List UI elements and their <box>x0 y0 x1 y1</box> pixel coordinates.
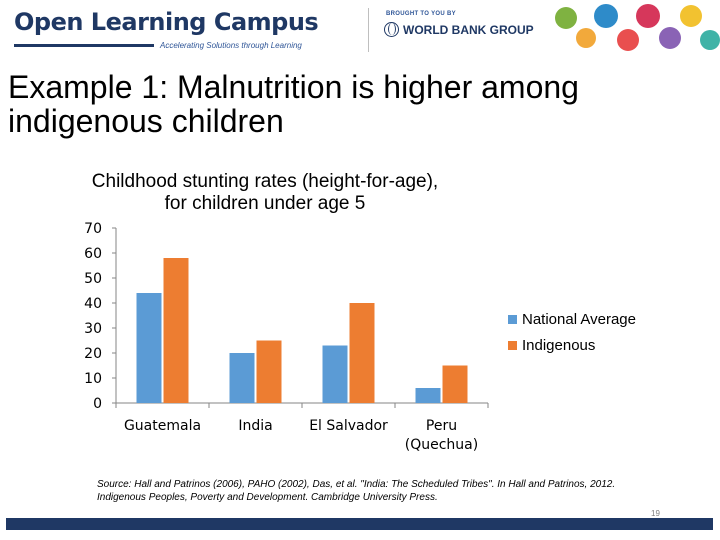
y-tick-label: 30 <box>84 321 102 337</box>
partner-name: WORLD BANK GROUP <box>403 23 534 37</box>
atom-icon <box>594 4 618 28</box>
y-tick-label: 10 <box>84 371 102 387</box>
x-tick-label: Peru (Quechua) <box>405 418 478 453</box>
x-tick-label: El Salvador <box>309 418 388 434</box>
stunting-bar-chart: 0 10 20 30 40 50 60 70 Guatemala India El Salvador… <box>84 221 636 453</box>
globe-small-icon <box>659 27 681 49</box>
lightbulb-icon <box>680 5 702 27</box>
y-tick-label: 70 <box>84 221 102 237</box>
chart-title: Childhood stunting rates (height-for-age… <box>91 171 439 214</box>
flask-icon <box>555 7 577 29</box>
footer-bar <box>6 518 713 530</box>
brand-tagline: Accelerating Solutions through Learning <box>160 41 302 50</box>
bar-national-average <box>136 293 162 403</box>
y-tick-label: 60 <box>84 246 102 262</box>
header: Open Learning Campus Accelerating Soluti… <box>0 0 720 58</box>
header-divider <box>368 8 369 52</box>
education-icons-cluster <box>555 4 720 51</box>
book-icon <box>617 29 639 51</box>
globe-icon <box>384 22 399 37</box>
gear-icon <box>576 28 596 48</box>
bar-indigenous <box>256 340 282 403</box>
bar-indigenous <box>163 258 189 403</box>
x-tick-label: Guatemala <box>124 418 201 434</box>
brought-to-you-label: BROUGHT TO YOU BY <box>386 11 456 17</box>
bar-indigenous <box>442 365 468 403</box>
slide-title: Example 1: Malnutrition is higher among … <box>8 69 579 139</box>
legend-label: Indigenous <box>522 337 595 354</box>
x-tick-label: India <box>238 418 272 434</box>
y-tick-label: 0 <box>93 396 102 412</box>
pencil-icon <box>636 4 660 28</box>
y-tick-label: 50 <box>84 271 102 287</box>
bar-indigenous <box>349 303 375 403</box>
bar-national-average <box>229 353 255 403</box>
bar-national-average <box>415 388 441 403</box>
brand-title: Open Learning Campus <box>14 8 319 36</box>
legend-swatch <box>508 315 517 324</box>
legend-swatch <box>508 341 517 350</box>
source-citation: Source: Hall and Patrinos (2006), PAHO (… <box>97 479 616 503</box>
page-number: 19 <box>651 509 660 518</box>
legend-label: National Average <box>522 311 636 328</box>
bar-national-average <box>322 345 348 403</box>
beaker-icon <box>700 30 720 50</box>
y-tick-label: 20 <box>84 346 102 362</box>
y-tick-label: 40 <box>84 296 102 312</box>
brand-underline <box>14 44 154 47</box>
